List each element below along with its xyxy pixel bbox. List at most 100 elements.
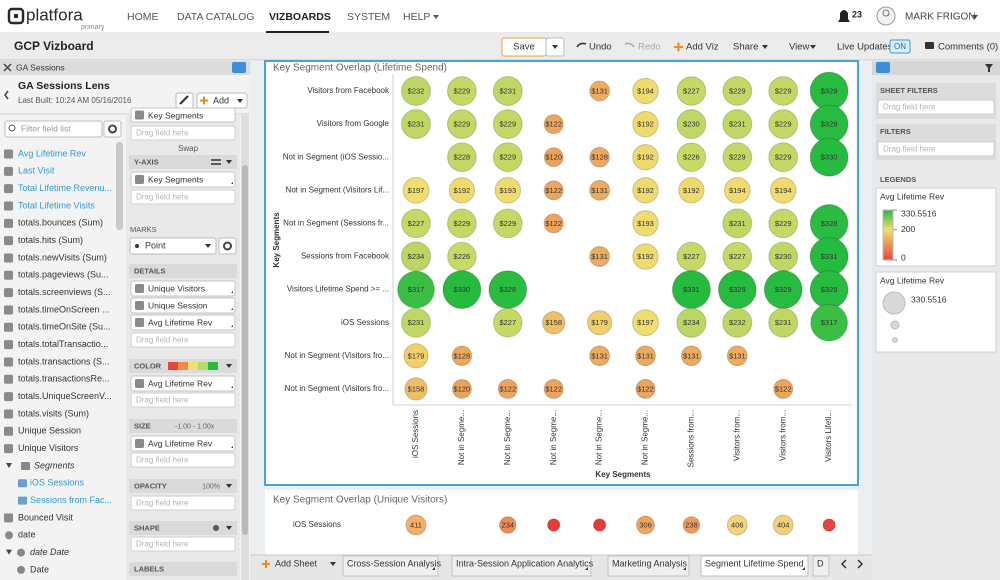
caret-icon [972, 15, 978, 19]
bubble [589, 80, 611, 102]
field-item[interactable]: totals.timeOnSite (Su... [18, 322, 111, 332]
swap-button[interactable]: Swap [178, 144, 199, 153]
field-item[interactable]: totals.bounces (Sum) [18, 218, 103, 228]
bubble [589, 146, 610, 168]
filter-placeholder: Filter field list [21, 123, 71, 133]
scrollbar [116, 142, 123, 230]
sheet-tab[interactable] [607, 555, 690, 577]
field-pill[interactable] [130, 297, 236, 314]
field-item[interactable]: totals.UniqueScreenV... [18, 391, 112, 401]
field-item[interactable]: totals.transactionsRe... [18, 374, 110, 384]
field-item[interactable]: Total Lifetime Visits [18, 200, 95, 210]
field-item[interactable]: Sessions from Fac... [30, 495, 112, 505]
sheet-tab[interactable] [342, 555, 439, 577]
field-item[interactable]: Avg Lifetime Rev [18, 148, 86, 158]
field-item[interactable]: totals.timeOnScreen ... [18, 304, 110, 314]
field-pill[interactable] [130, 314, 236, 331]
mark-settings-button[interactable] [218, 237, 237, 255]
field-pill[interactable] [130, 435, 236, 452]
caret-icon [330, 562, 336, 566]
data-label: $128 [591, 153, 608, 162]
add-viz-button[interactable]: Add Viz [686, 42, 719, 53]
field-item[interactable]: date Date [30, 547, 69, 557]
bubble [547, 518, 561, 532]
data-label: $231 [729, 120, 746, 129]
field-item[interactable]: Bounced Visit [18, 512, 73, 522]
nav-item[interactable]: VIZBOARDS [269, 11, 331, 23]
drop-zone[interactable] [130, 392, 236, 408]
field-pill[interactable] [130, 375, 236, 392]
data-label: 306 [639, 520, 652, 529]
field-item[interactable]: Total Lifetime Revenu... [18, 183, 112, 193]
nav-item[interactable]: HELP [403, 11, 430, 23]
drop-zone[interactable] [130, 495, 236, 511]
drop-zone[interactable] [130, 452, 236, 468]
field-item[interactable]: Date [30, 564, 49, 574]
undo-button[interactable]: Undo [589, 42, 612, 53]
sheet-tab[interactable] [812, 555, 830, 577]
nav-item[interactable]: DATA CATALOG [177, 11, 254, 23]
field-pill[interactable] [130, 171, 236, 188]
data-label: $122 [545, 120, 562, 129]
drop-zone[interactable] [130, 332, 236, 348]
filter-input[interactable] [4, 120, 103, 138]
nav-item[interactable]: SYSTEM [347, 11, 390, 23]
field-item[interactable]: totals.transactions (S... [18, 356, 110, 366]
data-label: $229 [454, 219, 471, 228]
field-item[interactable]: iOS Sessions [30, 478, 85, 488]
data-label: $329 [729, 285, 746, 294]
field-item[interactable]: Unique Session [18, 426, 81, 436]
nav-item[interactable]: HOME [127, 11, 159, 23]
data-label: $226 [683, 153, 700, 162]
pin-button[interactable] [876, 62, 890, 73]
field-pill-label: Key Segments [148, 110, 203, 120]
field-item[interactable]: Unique Visitors [18, 443, 79, 453]
settings-button[interactable] [103, 120, 122, 138]
view-menu[interactable]: View [789, 42, 810, 53]
field-item[interactable]: totals.hits (Sum) [18, 235, 83, 245]
field-pill[interactable] [130, 280, 236, 297]
field-item[interactable]: totals.screenviews (S... [18, 287, 111, 297]
bubble [442, 270, 482, 310]
drop-zone[interactable] [877, 141, 995, 157]
drop-zone[interactable] [130, 125, 236, 141]
field-item[interactable]: totals.visits (Sum) [18, 408, 89, 418]
field-icon [135, 318, 144, 327]
add-sheet-button[interactable]: Add Sheet [275, 558, 318, 568]
chart-panel[interactable] [265, 490, 858, 555]
field-item[interactable]: totals.newVisits (Sum) [18, 252, 107, 262]
field-item[interactable]: date [18, 530, 36, 540]
field-item[interactable]: totals.pageviews (Su... [18, 270, 109, 280]
tool-icon [3, 63, 12, 72]
mark-type-select[interactable] [129, 237, 217, 255]
drop-zone[interactable] [877, 99, 995, 115]
pin-button[interactable] [232, 62, 246, 73]
chart-panel[interactable] [264, 60, 859, 486]
user-menu[interactable]: MARK FRIGON [905, 12, 976, 23]
sheet-tab-label: Cross-Session Analysis [347, 558, 442, 568]
comments-button[interactable]: Comments (0) [938, 42, 998, 53]
scroll-left[interactable] [840, 559, 847, 569]
mark-type: Point [145, 240, 166, 250]
sheet-tab[interactable] [700, 555, 809, 577]
share-menu[interactable]: Share [733, 42, 758, 53]
data-label: $179 [408, 351, 425, 360]
drop-zone[interactable] [130, 189, 236, 205]
sheet-tab[interactable] [451, 555, 592, 577]
legend-title: Avg Lifetime Rev [880, 191, 945, 201]
field-item[interactable]: totals.totalTransactio... [18, 339, 108, 349]
bell-icon[interactable] [838, 10, 850, 22]
bubble [400, 75, 432, 107]
redo-button[interactable]: Redo [638, 42, 661, 53]
field-item[interactable]: Segments [34, 460, 75, 470]
swap-icon [211, 159, 221, 165]
field-item[interactable]: Last Visit [18, 166, 55, 176]
scroll-right[interactable] [857, 559, 864, 569]
field-pill[interactable] [130, 107, 236, 123]
y-tick-label: iOS Sessions [341, 318, 389, 327]
drop-zone[interactable] [130, 536, 236, 552]
live-updates-toggle[interactable] [889, 39, 911, 54]
bubble [636, 515, 655, 535]
field-pill-label: Avg Lifetime Rev [148, 378, 213, 388]
bubble [722, 142, 753, 173]
